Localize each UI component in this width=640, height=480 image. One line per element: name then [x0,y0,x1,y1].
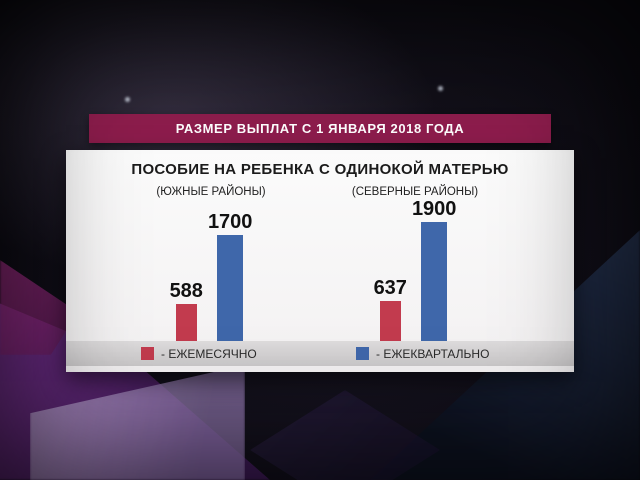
value-label-monthly-north: 637 [373,277,407,299]
legend-label-monthly: - ЕЖЕМЕСЯЧНО [161,346,257,361]
bar-monthly-south [175,304,197,341]
light-speck [438,86,443,91]
legend-item-monthly: - ЕЖЕМЕСЯЧНО [141,341,257,366]
bars-north: 637 1900 [330,199,500,341]
bar-column: 637 [374,278,407,341]
legend-label-quarterly: - ЕЖЕКВАРТАЛЬНО [376,346,490,361]
bar-column: 1900 [411,198,457,341]
legend: - ЕЖЕМЕСЯЧНО - ЕЖЕКВАРТАЛЬНО [66,341,574,366]
light-speck [125,97,130,102]
bar-column: 588 [170,281,203,341]
bar-quarterly-south [217,235,244,341]
quarterly-swatch [356,347,369,360]
bar-quarterly-north [421,222,448,341]
chart-card: ПОСОБИЕ НА РЕБЕНКА С ОДИНОКОЙ МАТЕРЬЮ (Ю… [66,150,574,372]
header-title: РАЗМЕР ВЫПЛАТ С 1 ЯНВАРЯ 2018 ГОДА [175,121,465,136]
bars-south: 588 1700 [126,212,296,341]
monthly-swatch [141,347,154,360]
bar-group-south: (ЮЖНЫЕ РАЙОНЫ) 588 1700 [126,186,296,341]
value-label-quarterly-south: 1700 [207,211,253,233]
group-label-north: (СЕВЕРНЫЕ РАЙОНЫ) [351,186,479,198]
chart-title: ПОСОБИЕ НА РЕБЕНКА С ОДИНОКОЙ МАТЕРЬЮ [131,161,509,178]
plot-area: (ЮЖНЫЕ РАЙОНЫ) 588 1700 (СЕВЕРНЫЕ РАЙОНЫ… [66,186,574,341]
legend-item-quarterly: - ЕЖЕКВАРТАЛЬНО [356,341,489,366]
bar-column: 1700 [207,211,253,341]
header-banner: РАЗМЕР ВЫПЛАТ С 1 ЯНВАРЯ 2018 ГОДА [89,114,551,143]
background-shape-diamond [250,390,440,480]
value-label-monthly-south: 588 [169,280,203,302]
bar-group-north: (СЕВЕРНЫЕ РАЙОНЫ) 637 1900 [330,186,500,341]
value-label-quarterly-north: 1900 [411,198,457,220]
group-label-south: (ЮЖНЫЕ РАЙОНЫ) [156,186,266,198]
bar-monthly-north [379,301,401,341]
